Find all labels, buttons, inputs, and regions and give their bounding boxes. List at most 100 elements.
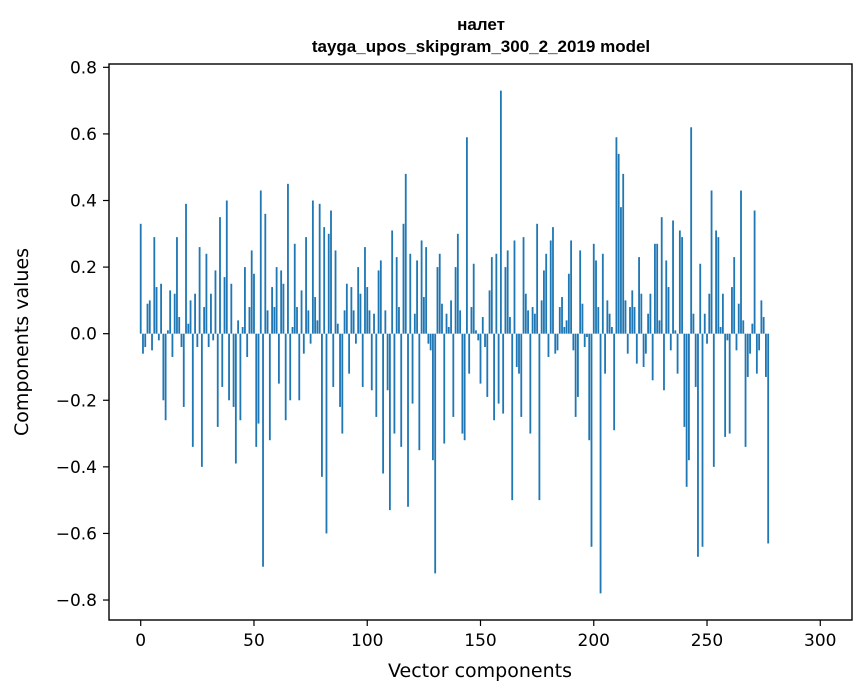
bar-113 [395, 257, 398, 334]
bar-222 [642, 333, 645, 367]
bar-27 [200, 333, 203, 467]
bar-201 [595, 260, 597, 334]
bar-102 [370, 333, 373, 391]
bar-50 [253, 273, 255, 334]
bar-89 [341, 333, 344, 434]
bar-224 [647, 313, 650, 334]
bar-53 [259, 190, 262, 334]
bar-166 [515, 333, 518, 367]
bar-242 [688, 333, 690, 461]
bar-256 [719, 327, 722, 334]
bar-70 [298, 333, 301, 401]
bar-273 [758, 333, 761, 351]
bar-90 [343, 310, 346, 334]
bar-257 [721, 293, 724, 334]
bar-37 [223, 277, 226, 334]
bar-264 [737, 303, 740, 334]
bar-173 [531, 307, 534, 334]
bar-149 [477, 333, 480, 341]
bar-268 [746, 333, 749, 377]
bar-72 [302, 333, 305, 354]
bar-105 [377, 270, 380, 334]
bar-218 [633, 307, 636, 334]
bar-192 [574, 333, 577, 417]
bar-249 [703, 313, 706, 334]
bar-15 [173, 293, 176, 334]
x-tick-label: 150 [464, 631, 496, 651]
bar-174 [533, 313, 536, 334]
bar-136 [447, 327, 450, 334]
bar-47 [246, 333, 249, 357]
bar-51 [255, 333, 258, 447]
bar-64 [284, 333, 287, 421]
bar-19 [182, 333, 185, 407]
bar-1 [142, 333, 144, 354]
bar-157 [495, 253, 498, 334]
bar-240 [683, 333, 686, 427]
x-tick-label: 100 [351, 631, 383, 651]
bar-68 [293, 243, 296, 334]
bar-182 [552, 227, 554, 334]
bar-96 [357, 267, 360, 334]
bar-30 [207, 333, 210, 347]
bar-82 [325, 333, 328, 534]
bar-145 [468, 333, 471, 374]
bar-80 [321, 333, 323, 477]
bar-143 [463, 333, 466, 441]
bar-203 [599, 333, 602, 594]
bar-169 [522, 237, 525, 334]
x-tick-label: 250 [691, 631, 723, 651]
bar-101 [368, 310, 371, 334]
bar-32 [212, 333, 215, 341]
x-tick-label: 0 [135, 631, 146, 651]
bar-261 [731, 287, 733, 334]
x-tick-label: 200 [578, 631, 610, 651]
bar-187 [563, 327, 566, 334]
chart-title-word: налет [457, 15, 505, 34]
bar-98 [361, 333, 364, 387]
bar-117 [404, 173, 407, 334]
bar-204 [601, 253, 604, 334]
bar-58 [271, 287, 273, 334]
bar-134 [443, 333, 446, 444]
bar-48 [248, 307, 251, 334]
bar-140 [456, 233, 459, 334]
y-tick-label: 0.0 [70, 325, 97, 345]
bar-12 [166, 330, 169, 334]
bar-130 [434, 333, 437, 574]
bar-73 [305, 237, 307, 334]
bar-106 [379, 260, 382, 334]
bar-178 [543, 270, 545, 334]
bar-253 [712, 333, 715, 467]
bar-170 [524, 293, 527, 334]
bar-231 [663, 333, 665, 391]
bar-85 [332, 333, 335, 387]
bar-232 [665, 260, 668, 334]
bar-209 [613, 333, 616, 431]
bar-109 [386, 333, 389, 391]
bar-45 [241, 327, 244, 334]
bar-31 [210, 293, 212, 334]
bar-148 [475, 330, 477, 334]
bar-262 [733, 257, 736, 334]
bar-202 [597, 307, 600, 334]
bar-243 [690, 127, 693, 334]
bar-238 [678, 230, 681, 334]
bar-146 [470, 307, 473, 334]
bar-152 [484, 333, 486, 347]
bar-81 [323, 227, 326, 334]
bar-7 [155, 287, 158, 334]
bar-219 [635, 333, 638, 364]
bar-55 [264, 213, 267, 334]
bar-151 [481, 317, 484, 334]
bar-33 [214, 270, 217, 334]
y-tick-label: 0.2 [70, 258, 97, 278]
bar-42 [234, 333, 237, 464]
bar-76 [311, 200, 314, 334]
bar-99 [364, 247, 366, 334]
bar-77 [314, 297, 317, 334]
bar-263 [735, 333, 738, 351]
bar-116 [402, 223, 405, 334]
bar-150 [479, 333, 482, 384]
bar-59 [273, 307, 276, 334]
